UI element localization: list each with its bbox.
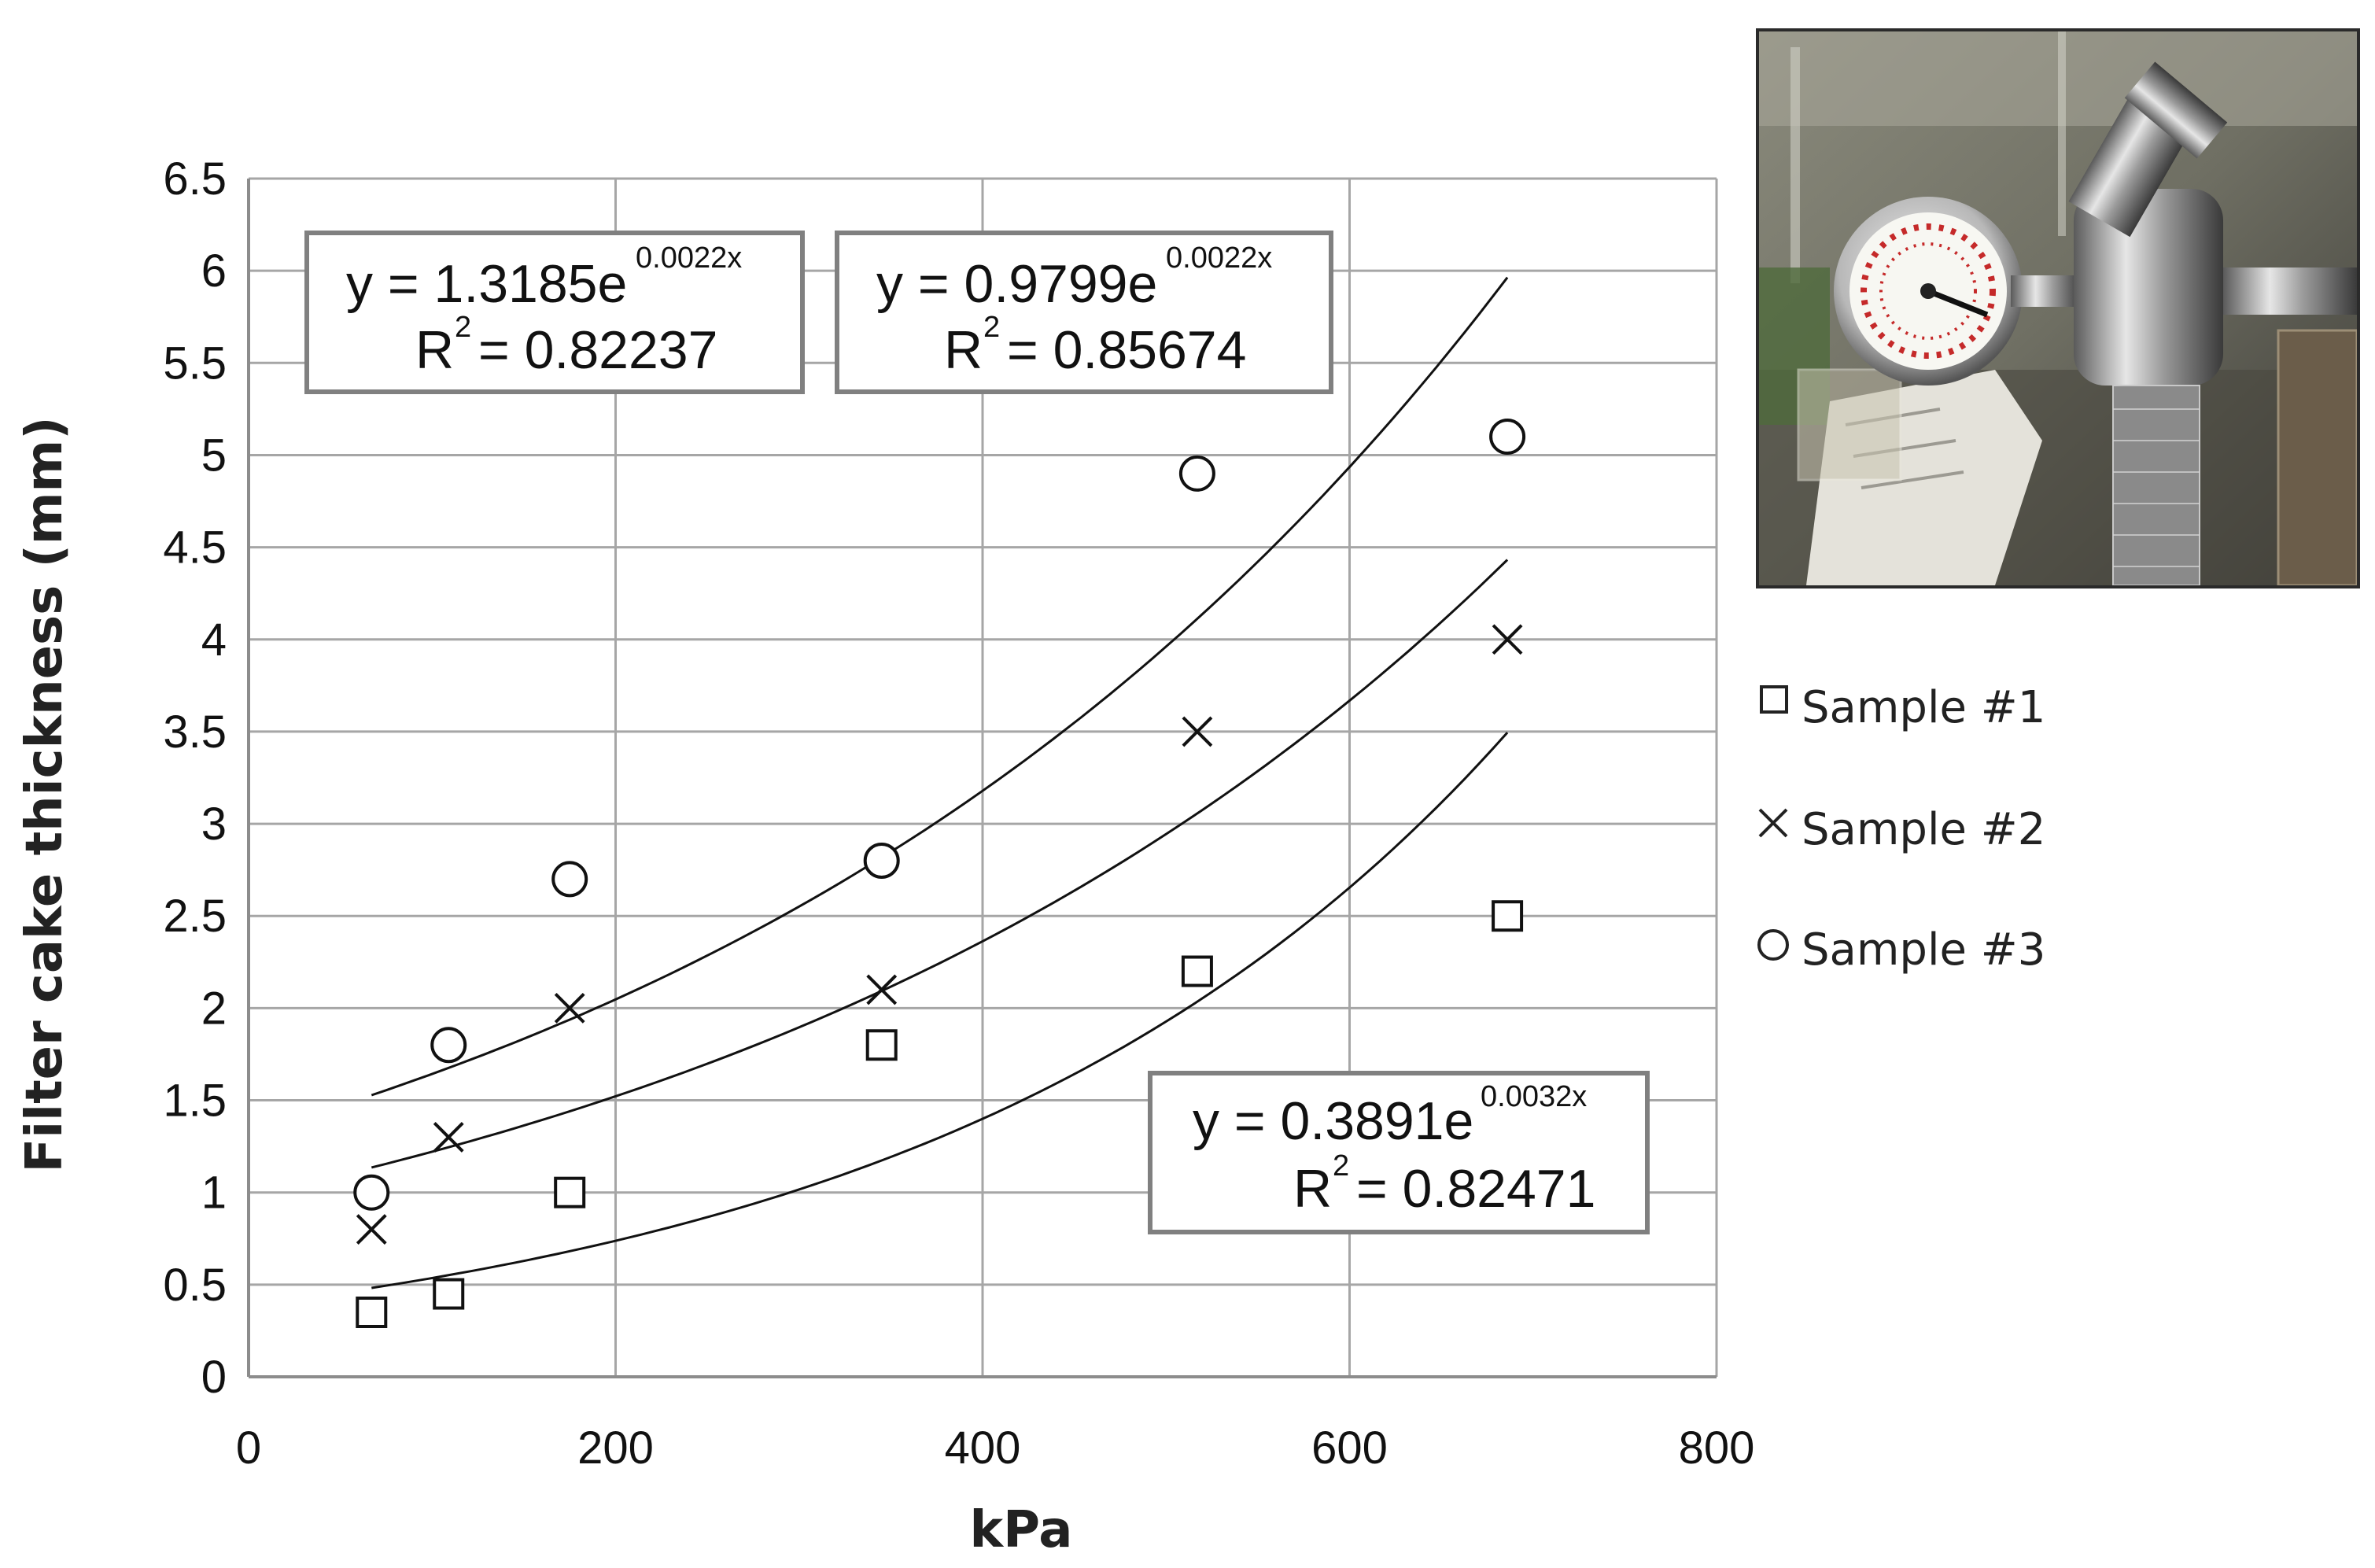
r-squared-label: R xyxy=(1293,1159,1332,1219)
pressure-gauge-photo xyxy=(1756,28,2360,588)
data-point-sample-1 xyxy=(433,1278,465,1310)
trendline-sample-3 xyxy=(371,276,1509,1097)
equation-box-sample-2: y = 0.9799e 0.0022x R 2 = 0.85674 xyxy=(835,231,1333,394)
y-tick-label: 2.5 xyxy=(163,891,227,942)
y-tick-label: 2 xyxy=(201,983,227,1034)
legend-label: Sample #1 xyxy=(1802,682,2045,733)
data-point-sample-2 xyxy=(356,1214,387,1245)
equation-box-sample-3: y = 1.3185e 0.0022x R 2 = 0.82237 xyxy=(304,231,805,394)
legend-item-sample-3: Sample #3 xyxy=(1757,924,2045,976)
legend-item-sample-1: Sample #1 xyxy=(1760,682,2045,733)
r-squared-value: = 0.85674 xyxy=(1007,320,1246,380)
y-tick-label: 3 xyxy=(201,799,227,850)
y-tick-label: 0.5 xyxy=(163,1260,227,1311)
x-marker-icon xyxy=(1758,808,1788,838)
svg-text:2: 2 xyxy=(455,311,471,344)
x-tick-label: 400 xyxy=(945,1422,1021,1474)
data-point-sample-1 xyxy=(1181,955,1213,987)
data-point-sample-3 xyxy=(863,842,900,879)
legend-label: Sample #3 xyxy=(1802,924,2045,976)
r-squared-value: = 0.82237 xyxy=(478,320,717,380)
r-squared-label: R xyxy=(944,320,983,380)
trendline-sample-2 xyxy=(371,559,1509,1169)
y-tick-label: 6 xyxy=(201,245,227,297)
y-tick-label: 4.5 xyxy=(163,522,227,574)
equation-exponent: 0.0032x xyxy=(1481,1080,1587,1113)
trendlines xyxy=(371,276,1509,1289)
y-tick-label: 1 xyxy=(201,1168,227,1219)
data-point-sample-2 xyxy=(554,992,585,1024)
equation-exponent: 0.0022x xyxy=(636,242,742,275)
circle-marker-icon xyxy=(1757,929,1789,961)
square-marker-icon xyxy=(1760,685,1788,714)
trendline-sample-1 xyxy=(371,732,1509,1289)
data-point-sample-3 xyxy=(1489,419,1526,456)
x-tick-label: 600 xyxy=(1311,1422,1388,1474)
data-point-sample-3 xyxy=(353,1174,390,1211)
data-point-sample-1 xyxy=(1492,900,1524,932)
equation-text: y = 1.3185e xyxy=(346,254,627,314)
data-markers xyxy=(353,419,1526,1328)
y-tick-label: 4 xyxy=(201,614,227,666)
r-squared-label: R xyxy=(415,320,454,380)
y-tick-label: 0 xyxy=(201,1352,227,1403)
data-point-sample-2 xyxy=(433,1121,464,1153)
y-tick-label: 5 xyxy=(201,430,227,481)
y-axis-title: Filter cake thickness (mm) xyxy=(16,417,74,1173)
data-point-sample-3 xyxy=(551,861,588,898)
legend-item-sample-2: Sample #2 xyxy=(1758,804,2045,855)
data-point-sample-3 xyxy=(430,1027,467,1064)
r-squared-value: = 0.82471 xyxy=(1356,1159,1595,1219)
legend: Sample #1 Sample #2 Sample #3 xyxy=(1757,682,2045,976)
equation-exponent: 0.0022x xyxy=(1166,242,1272,275)
equation-text: y = 0.3891e xyxy=(1193,1091,1473,1151)
x-axis-title: kPa xyxy=(970,1501,1073,1559)
x-tick-label: 0 xyxy=(236,1422,261,1474)
y-tick-label: 6.5 xyxy=(163,153,227,205)
svg-text:2: 2 xyxy=(1333,1149,1349,1182)
data-point-sample-1 xyxy=(865,1029,898,1061)
data-point-sample-2 xyxy=(1492,624,1523,655)
data-point-sample-2 xyxy=(1182,716,1213,747)
data-point-sample-1 xyxy=(554,1176,586,1208)
legend-label: Sample #2 xyxy=(1802,804,2045,855)
y-tick-label: 1.5 xyxy=(163,1075,227,1127)
axes: 0 0.5 1 1.5 2 2.5 3 3.5 4 4.5 5 5.5 6 6.5 0 200 400 600 80… xyxy=(163,153,1754,1474)
equation-box-sample-1: y = 0.3891e 0.0032x R 2 = 0.82471 xyxy=(1148,1071,1650,1234)
equation-text: y = 0.9799e xyxy=(876,254,1157,314)
x-tick-label: 800 xyxy=(1679,1422,1755,1474)
svg-text:2: 2 xyxy=(983,311,1000,344)
y-tick-label: 3.5 xyxy=(163,707,227,758)
y-tick-label: 5.5 xyxy=(163,338,227,389)
x-tick-label: 200 xyxy=(577,1422,654,1474)
data-point-sample-3 xyxy=(1178,455,1215,492)
data-point-sample-1 xyxy=(356,1296,388,1328)
data-point-sample-2 xyxy=(866,974,898,1005)
